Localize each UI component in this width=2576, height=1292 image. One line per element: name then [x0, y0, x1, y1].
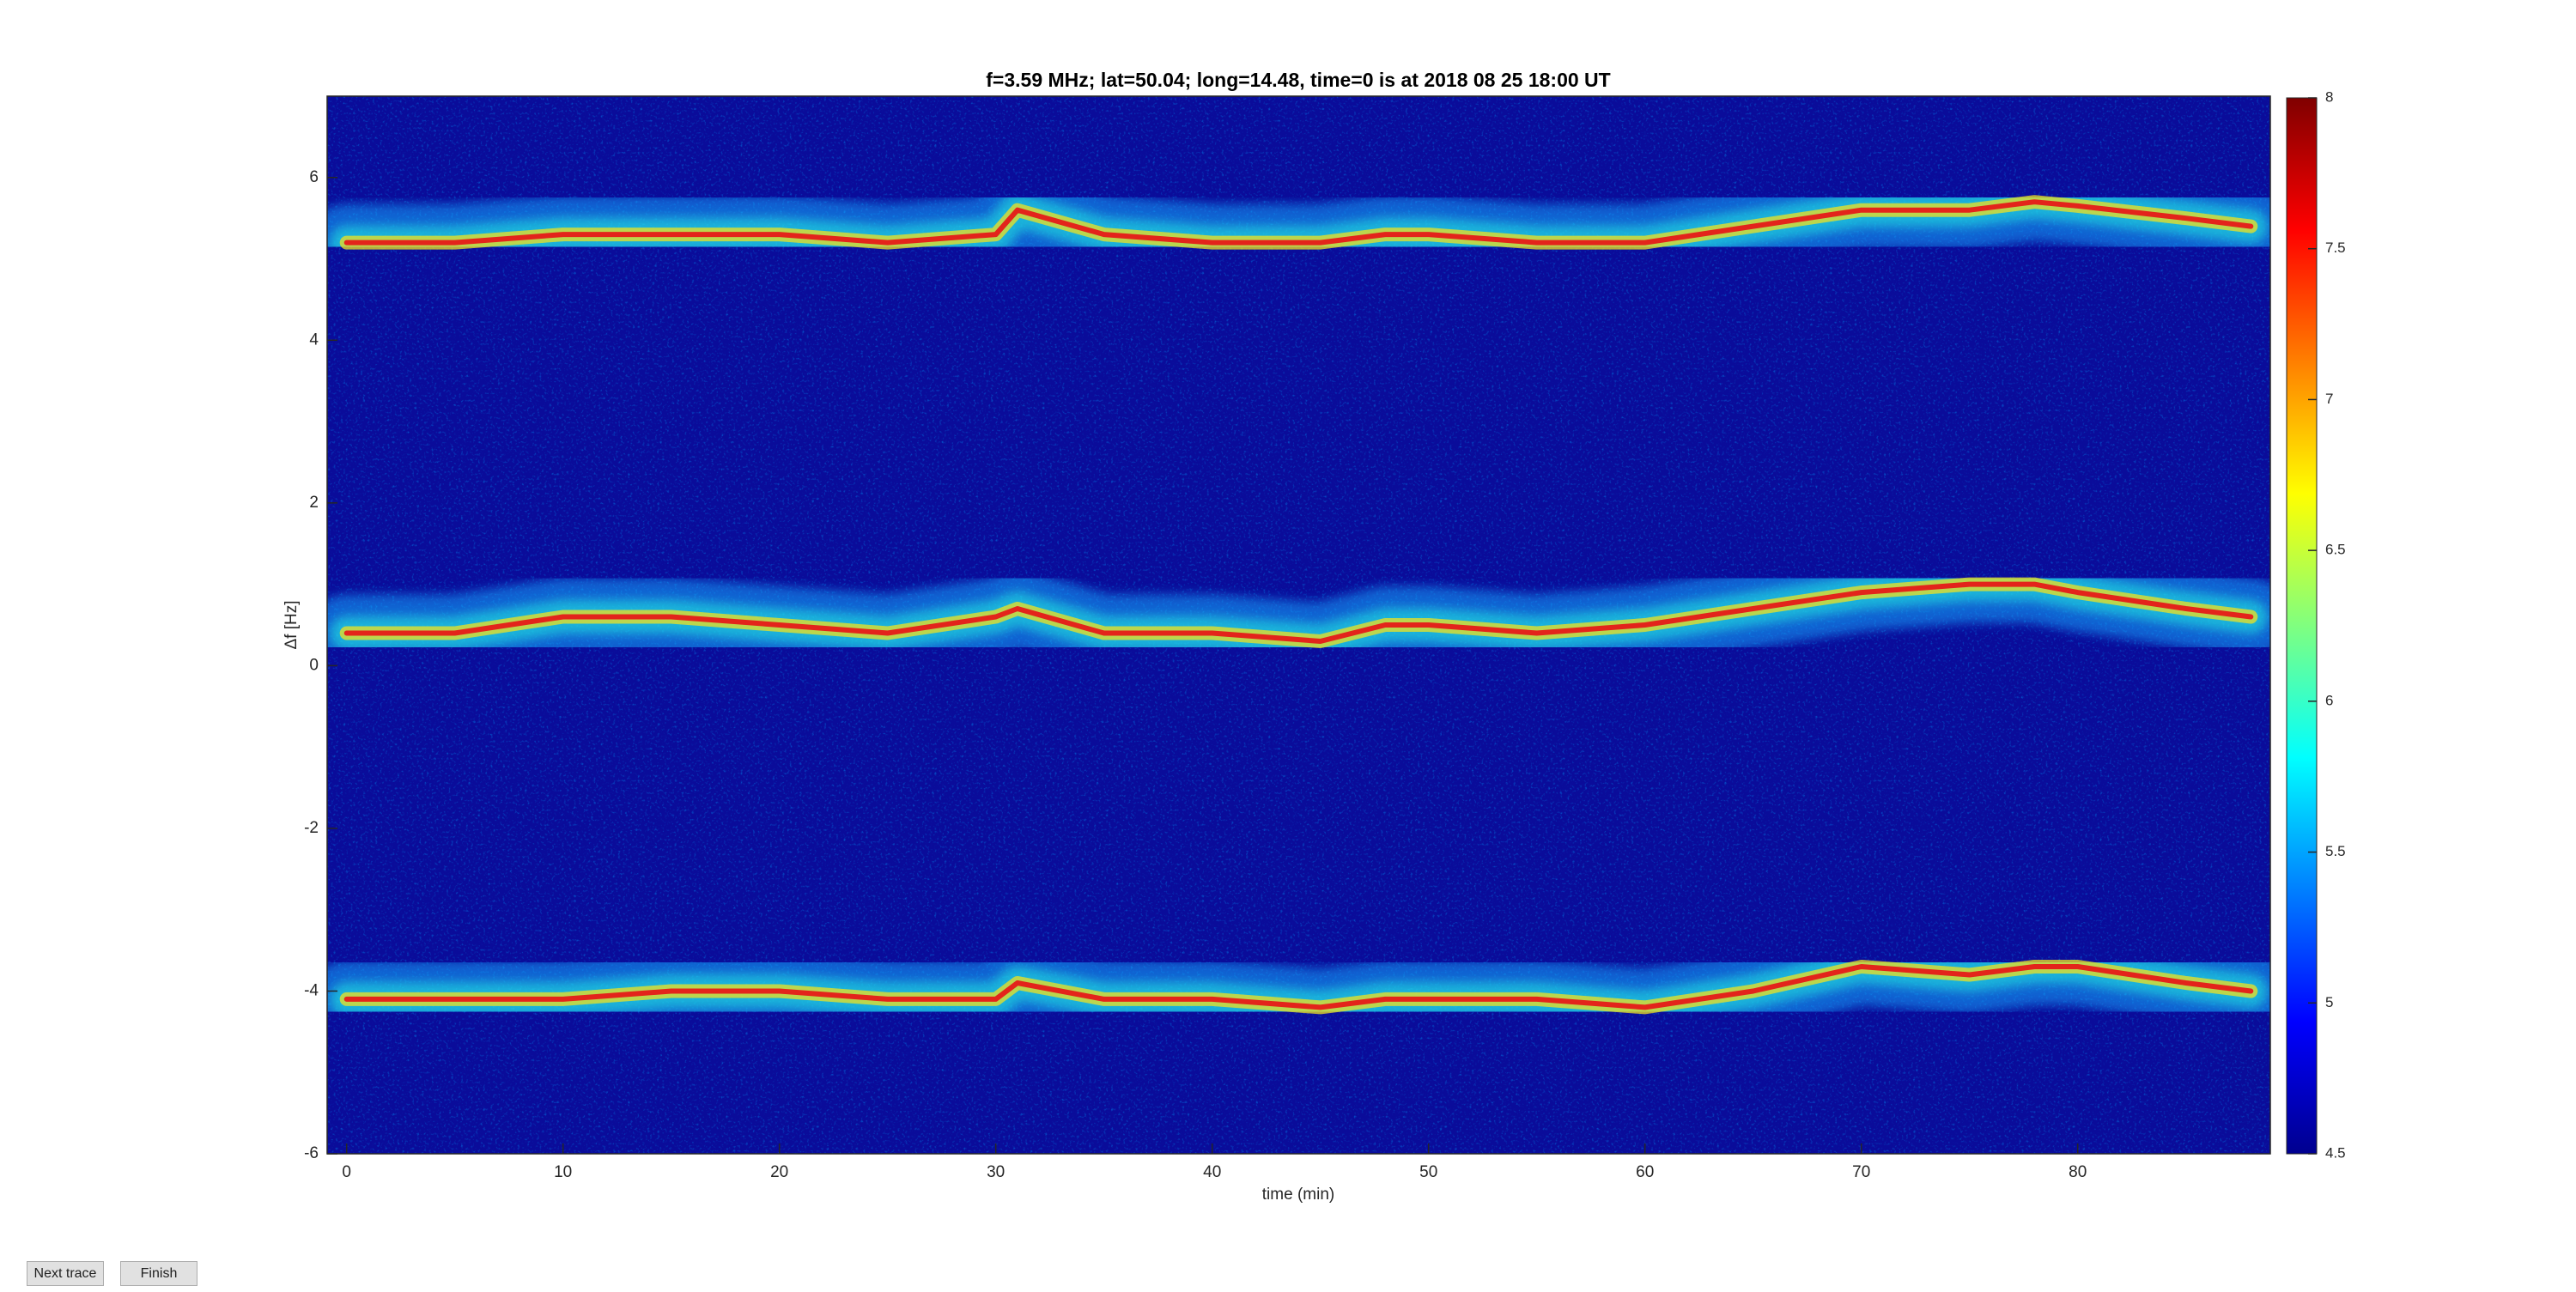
x-tick-label: 20 [770, 1163, 788, 1181]
colorbar-tick-label: 5.5 [2325, 843, 2346, 859]
trace-line [343, 199, 2254, 246]
button[interactable]: Finish [120, 1261, 197, 1286]
y-tick-label: -6 [304, 1144, 319, 1162]
trace-line [343, 581, 2254, 644]
colorbar-tick-label: 7 [2325, 391, 2333, 407]
chart-title: f=3.59 MHz; lat=50.04; long=14.48, time=… [986, 69, 1610, 91]
colorbar-tick-label: 5 [2325, 994, 2333, 1010]
traces [327, 163, 2270, 1046]
y-tick-label: 0 [309, 656, 319, 674]
x-tick-label: 70 [1852, 1163, 1870, 1181]
colorbar-tick-label: 4.5 [2325, 1144, 2346, 1161]
colorbar [2286, 97, 2318, 1155]
x-tick-label: 0 [342, 1163, 351, 1181]
y-tick-label: 2 [309, 494, 319, 512]
figure: f=3.59 MHz; lat=50.04; long=14.48, time=… [283, 69, 2346, 1204]
y-axis-label: Δf [Hz] [283, 600, 301, 649]
colorbar-tick-label: 6 [2325, 692, 2333, 708]
plot-frame [326, 95, 2271, 1155]
x-tick-label: 60 [1636, 1163, 1654, 1181]
button[interactable]: Next trace [27, 1261, 104, 1286]
x-tick-label: 50 [1419, 1163, 1437, 1181]
colorbar-tick-label: 6.5 [2325, 542, 2346, 558]
x-tick-label: 80 [2069, 1163, 2087, 1181]
colorbar-tick-label: 8 [2325, 88, 2333, 105]
x-tick-label: 40 [1203, 1163, 1221, 1181]
colorbar-tick-label: 7.5 [2325, 240, 2346, 256]
x-axis-label: time (min) [1262, 1186, 1334, 1204]
trace-line [343, 964, 2254, 1010]
x-tick-label: 10 [554, 1163, 572, 1181]
x-tick-label: 30 [987, 1163, 1005, 1181]
y-tick-label: -2 [304, 819, 319, 837]
y-tick-label: 6 [309, 168, 319, 186]
y-tick-label: -4 [304, 981, 319, 999]
y-tick-label: 4 [309, 331, 319, 349]
